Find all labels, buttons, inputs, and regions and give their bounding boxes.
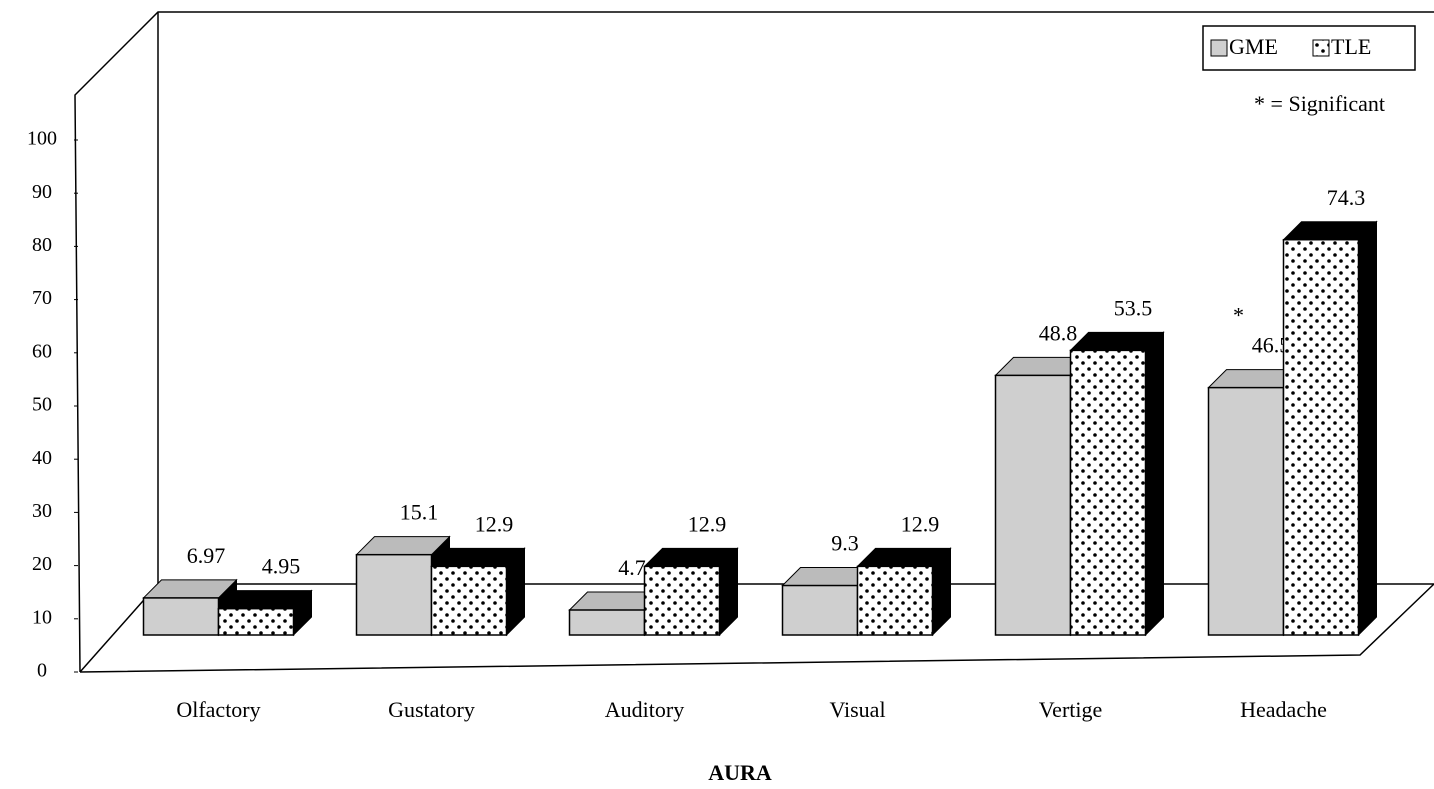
bar-front [856, 565, 934, 636]
bar-front [217, 607, 295, 636]
y-tick-label: 90 [32, 181, 52, 203]
y-tick-label: 20 [32, 553, 52, 575]
bar [856, 547, 952, 637]
bar-front [568, 609, 646, 636]
bar-front [781, 584, 859, 636]
bar-front [1069, 349, 1147, 636]
bar-side [1145, 331, 1164, 637]
annotation: * = Significant [1254, 91, 1385, 116]
y-tick-label: 70 [32, 287, 52, 309]
x-tick-label: Auditory [605, 697, 684, 722]
y-tick-label: 60 [32, 340, 52, 362]
value-label: 74.3 [1327, 185, 1366, 210]
legend-swatch [1210, 39, 1228, 57]
value-label: 9.3 [831, 531, 859, 556]
legend-label: GME [1229, 34, 1278, 59]
value-label: 48.8 [1039, 320, 1078, 345]
bar-front [430, 565, 508, 636]
bar [142, 578, 238, 637]
y-tick-label: 30 [32, 500, 52, 522]
legend: GME TLE [1202, 25, 1416, 71]
bar [217, 589, 313, 637]
bar-front [1282, 238, 1360, 636]
y-tick-label: 40 [32, 447, 52, 469]
bar-side [1358, 220, 1377, 637]
x-axis-label: AURA [708, 760, 772, 785]
bar [643, 547, 739, 637]
y-tick-label: 50 [32, 394, 52, 416]
legend-label: TLE [1331, 34, 1371, 59]
value-label: 12.9 [475, 511, 514, 536]
significance-marker: * [1233, 303, 1244, 328]
legend-box [1202, 25, 1416, 71]
bar-front [355, 553, 433, 636]
y-tick-label: 80 [32, 234, 52, 256]
value-label: 4.7 [618, 555, 646, 580]
x-tick-label: Olfactory [176, 697, 260, 722]
bar-front [1207, 386, 1285, 636]
value-label: 12.9 [688, 511, 727, 536]
x-tick-label: Visual [829, 697, 885, 722]
x-tick-label: Vertige [1039, 697, 1103, 722]
value-label: 15.1 [400, 500, 439, 525]
bar-front [994, 374, 1072, 636]
bar [1069, 331, 1165, 637]
bar-front [142, 597, 220, 636]
value-label: 6.97 [187, 543, 226, 568]
bar-front [643, 565, 721, 636]
bar [1282, 220, 1378, 637]
y-tick-label: 0 [37, 660, 47, 682]
value-label: 53.5 [1114, 295, 1153, 320]
x-tick-label: Headache [1240, 697, 1327, 722]
bar [430, 547, 526, 637]
y-tick-label: 100 [27, 128, 57, 150]
value-label: 4.95 [262, 554, 301, 579]
x-tick-label: Gustatory [388, 697, 475, 722]
value-label: 12.9 [901, 511, 940, 536]
y-tick-label: 10 [32, 606, 52, 628]
legend-swatch [1312, 39, 1330, 57]
